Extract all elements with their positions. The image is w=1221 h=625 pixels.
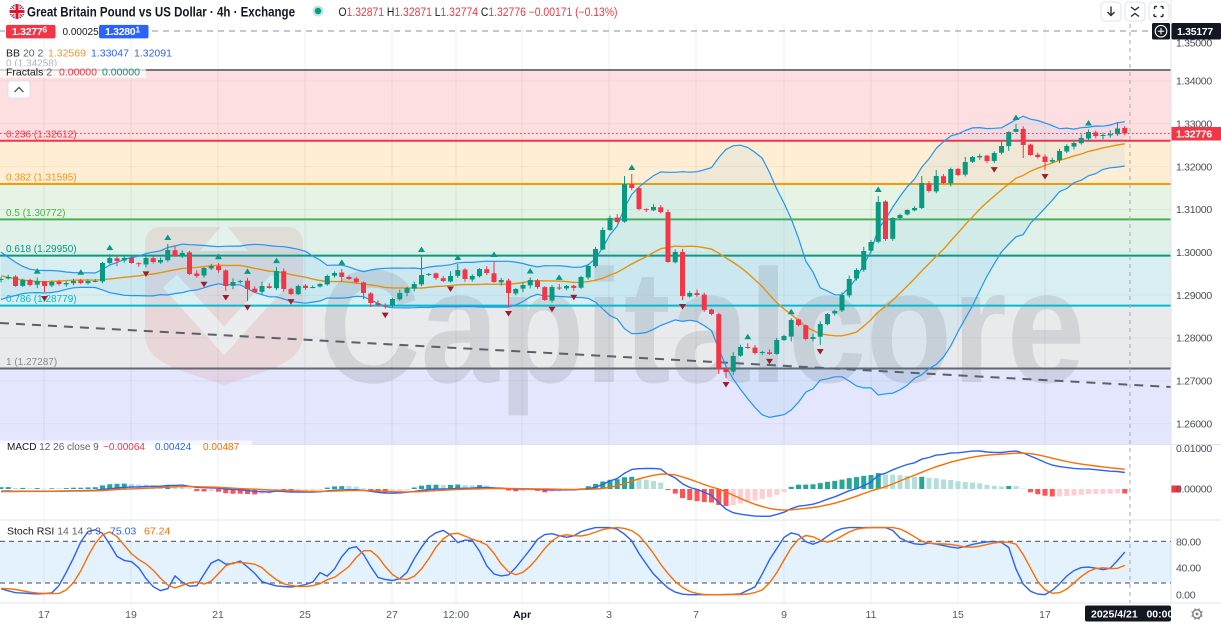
svg-text:0.618 (1.29950): 0.618 (1.29950): [6, 244, 77, 255]
svg-text:0.01000: 0.01000: [1176, 443, 1212, 455]
svg-text:1.27000: 1.27000: [1176, 375, 1212, 387]
svg-text:1.32776: 1.32776: [12, 25, 47, 39]
svg-text:11: 11: [866, 609, 877, 621]
svg-text:0.00025: 0.00025: [63, 27, 100, 38]
svg-text:1.32000: 1.32000: [1176, 161, 1212, 173]
svg-text:0.5 (1.30772): 0.5 (1.30772): [6, 208, 66, 219]
svg-text:3: 3: [606, 609, 612, 621]
svg-text:7: 7: [693, 609, 699, 621]
svg-text:1.34000: 1.34000: [1176, 76, 1212, 88]
svg-text:12:00: 12:00: [443, 609, 469, 621]
svg-text:1.35177: 1.35177: [1177, 26, 1213, 38]
svg-text:80.00: 80.00: [1176, 537, 1201, 549]
svg-text:0.00000: 0.00000: [1176, 484, 1212, 496]
svg-text:1.26000: 1.26000: [1176, 418, 1212, 430]
svg-text:1.35000: 1.35000: [1176, 38, 1212, 50]
svg-text:21: 21: [212, 609, 224, 621]
svg-text:25: 25: [299, 609, 311, 621]
svg-text:2025/4/21 00:00: 2025/4/21 00:00: [1091, 608, 1173, 620]
svg-text:9: 9: [781, 609, 787, 621]
svg-text:1.31000: 1.31000: [1176, 204, 1212, 216]
svg-text:17: 17: [38, 609, 50, 621]
svg-text:Apr: Apr: [513, 609, 531, 621]
svg-text:17: 17: [1039, 609, 1051, 621]
svg-text:19: 19: [125, 609, 137, 621]
svg-text:0.786 (1.28779): 0.786 (1.28779): [6, 294, 77, 305]
svg-text:40.00: 40.00: [1176, 563, 1201, 575]
svg-text:Great Britain Pound vs US Doll: Great Britain Pound vs US Dollar · 4h · …: [27, 5, 295, 20]
svg-text:O1.32871 H1.32871 L1.32774 C1.: O1.32871 H1.32871 L1.32774 C1.32776 −0.0…: [339, 7, 618, 19]
svg-text:1 (1.27287): 1 (1.27287): [6, 357, 57, 368]
svg-text:1.32776: 1.32776: [1176, 128, 1212, 140]
svg-text:1.30000: 1.30000: [1176, 247, 1212, 259]
svg-text:15: 15: [952, 609, 964, 621]
svg-text:0 (1.34258): 0 (1.34258): [6, 59, 57, 70]
svg-text:0.00: 0.00: [1176, 590, 1196, 602]
svg-text:0.236 (1.32612): 0.236 (1.32612): [6, 129, 77, 140]
svg-text:Capitalcore: Capitalcore: [319, 237, 1085, 417]
svg-text:1.28000: 1.28000: [1176, 333, 1212, 345]
svg-text:0.382 (1.31595): 0.382 (1.31595): [6, 173, 77, 184]
svg-text:27: 27: [386, 609, 398, 621]
svg-text:1.32801: 1.32801: [105, 25, 140, 39]
svg-text:1.29000: 1.29000: [1176, 290, 1212, 302]
